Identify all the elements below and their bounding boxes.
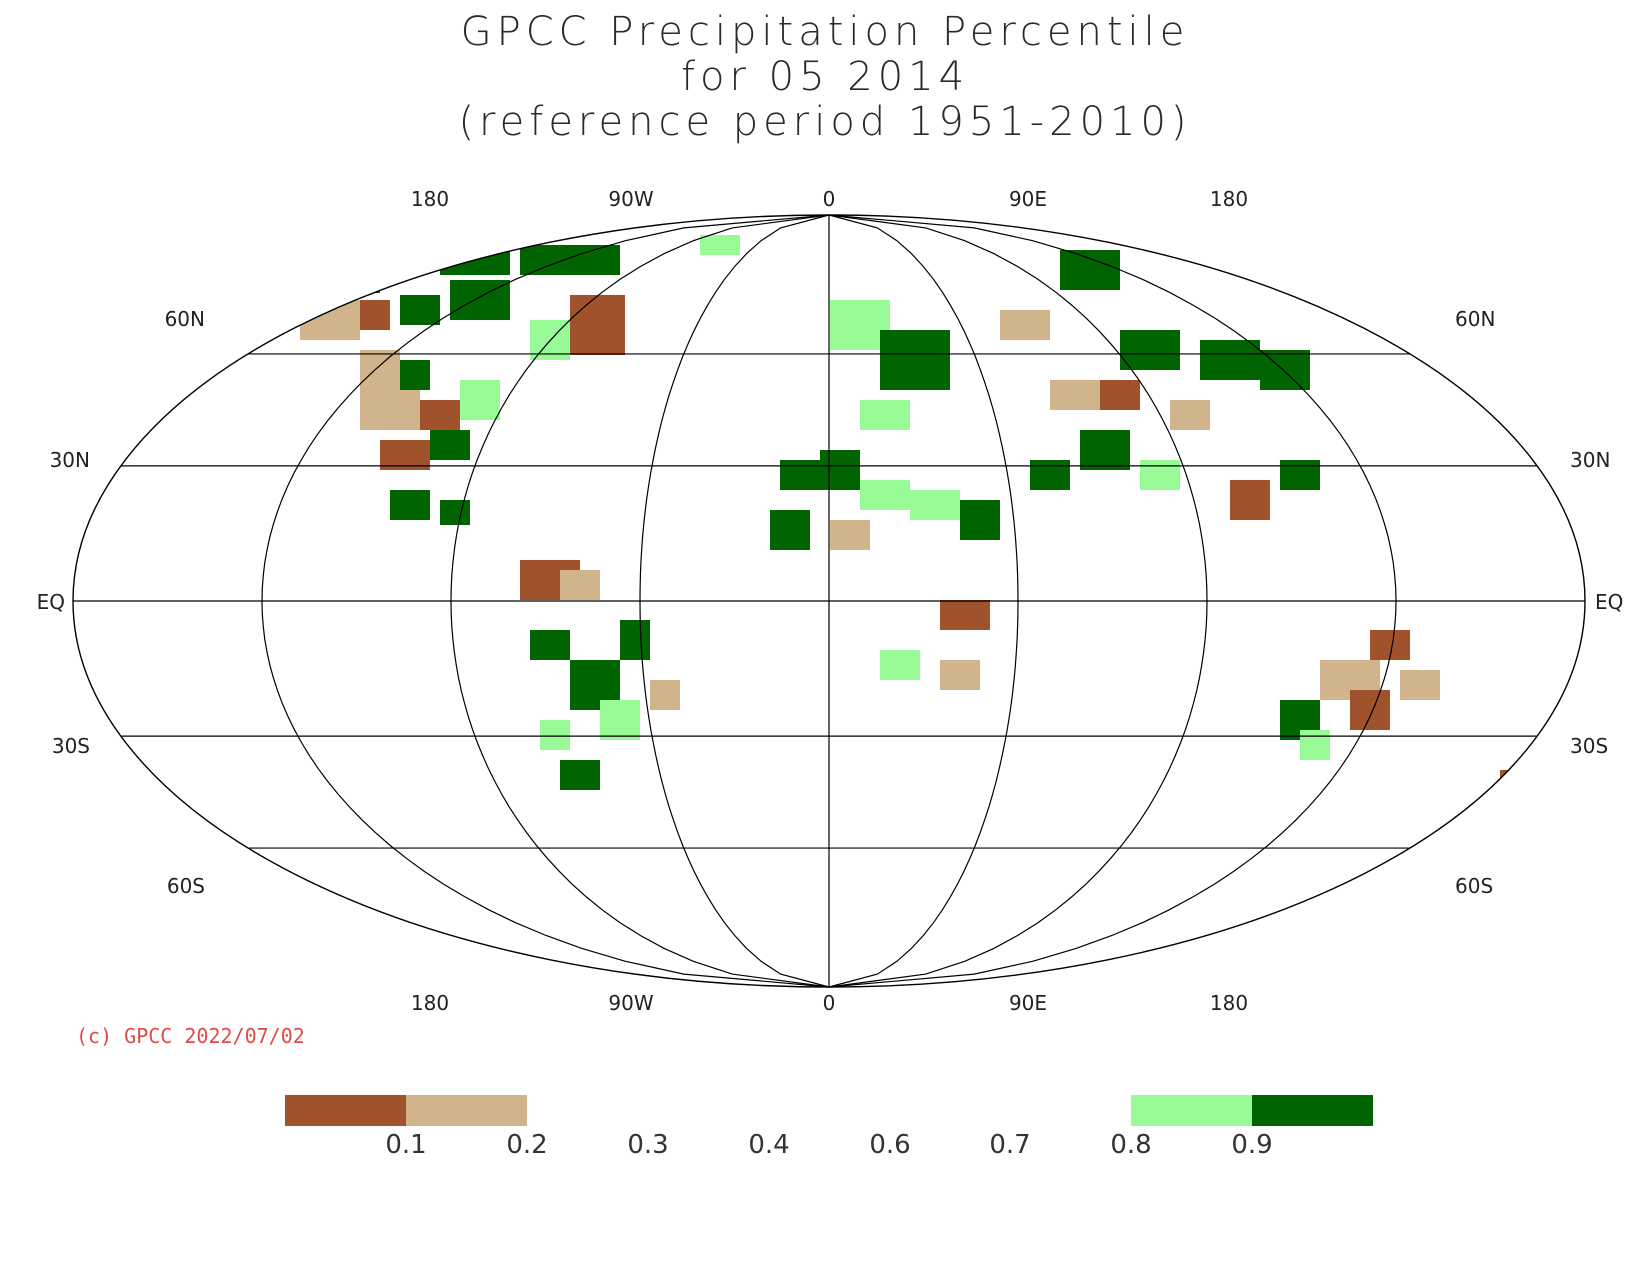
map-subtitle-period: for 05 2014 <box>680 54 970 100</box>
lat-label-left-eq: EQ <box>37 590 65 614</box>
lat-label-right-30n: 30N <box>1570 448 1610 472</box>
lon-label-bottom-180w: 180 <box>411 991 449 1015</box>
lat-label-right-30s: 30S <box>1570 734 1608 758</box>
legend-label-0-9: 0.9 <box>1231 1130 1273 1160</box>
lat-label-right-60s: 60S <box>1455 874 1493 898</box>
lat-label-right-eq: EQ <box>1595 590 1623 614</box>
meridian-line <box>828 214 1019 988</box>
legend-swatch-1 <box>406 1095 527 1126</box>
meridian-line <box>828 214 1208 988</box>
lon-label-top-90e: 90E <box>1009 187 1047 211</box>
legend-swatch-3 <box>1252 1095 1373 1126</box>
percentile-cells <box>270 235 1520 790</box>
meridian-line <box>639 214 830 988</box>
map-title: GPCC Precipitation Percentile <box>460 9 1190 55</box>
map-outline <box>72 214 1586 988</box>
meridian-line <box>261 214 830 988</box>
lon-label-top-180w: 180 <box>411 187 449 211</box>
lon-label-bottom-0: 0 <box>823 991 836 1015</box>
legend-label-0-4: 0.4 <box>748 1130 790 1160</box>
meridian-line <box>450 214 830 988</box>
copyright-notice: (c) GPCC 2022/07/02 <box>76 1024 305 1048</box>
lon-label-top-180e: 180 <box>1210 187 1248 211</box>
legend-label-0-2: 0.2 <box>506 1130 548 1160</box>
legend-label-0-3: 0.3 <box>627 1130 669 1160</box>
lon-label-bottom-90w: 90W <box>608 991 653 1015</box>
meridian-line <box>828 214 1397 988</box>
lat-label-left-30n: 30N <box>50 448 90 472</box>
legend-swatch-0 <box>285 1095 406 1126</box>
legend-label-0-7: 0.7 <box>989 1130 1031 1160</box>
lat-label-left-30s: 30S <box>52 734 90 758</box>
legend-label-0-6: 0.6 <box>869 1130 911 1160</box>
legend-label-0-1: 0.1 <box>385 1130 427 1160</box>
lon-label-bottom-180e: 180 <box>1210 991 1248 1015</box>
lon-label-bottom-90e: 90E <box>1009 991 1047 1015</box>
graticule <box>73 214 1585 988</box>
map-subtitle-reference: (reference period 1951-2010) <box>458 99 1192 145</box>
lat-label-left-60n: 60N <box>165 307 205 331</box>
lat-label-left-60s: 60S <box>167 874 205 898</box>
legend-swatch-2 <box>1131 1095 1252 1126</box>
lon-label-top-0: 0 <box>823 187 836 211</box>
lat-label-right-60n: 60N <box>1455 307 1495 331</box>
lon-label-top-90w: 90W <box>608 187 653 211</box>
legend-label-0-8: 0.8 <box>1110 1130 1152 1160</box>
